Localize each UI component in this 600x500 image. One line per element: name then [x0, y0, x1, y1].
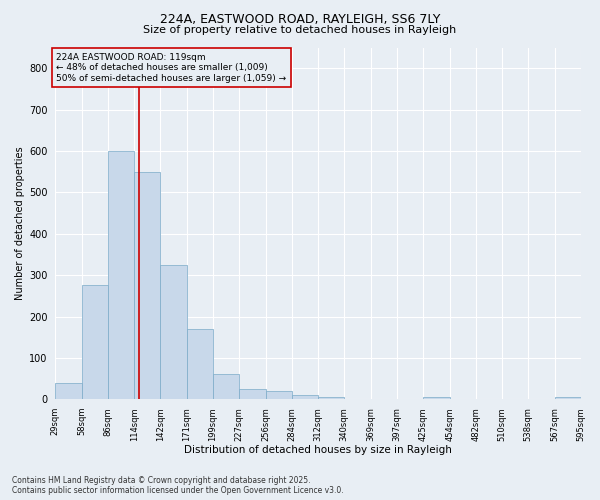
Bar [82, 286, 108, 400]
Y-axis label: Number of detached properties: Number of detached properties [15, 146, 25, 300]
Bar [187, 329, 213, 400]
Bar [266, 391, 292, 400]
Bar [108, 151, 134, 400]
Bar [292, 395, 318, 400]
Text: 224A, EASTWOOD ROAD, RAYLEIGH, SS6 7LY: 224A, EASTWOOD ROAD, RAYLEIGH, SS6 7LY [160, 12, 440, 26]
Text: 224A EASTWOOD ROAD: 119sqm
← 48% of detached houses are smaller (1,009)
50% of s: 224A EASTWOOD ROAD: 119sqm ← 48% of deta… [56, 53, 286, 82]
Bar [213, 374, 239, 400]
Bar [423, 397, 449, 400]
Bar [160, 265, 187, 400]
Text: Contains HM Land Registry data © Crown copyright and database right 2025.
Contai: Contains HM Land Registry data © Crown c… [12, 476, 344, 495]
Bar [55, 383, 82, 400]
X-axis label: Distribution of detached houses by size in Rayleigh: Distribution of detached houses by size … [184, 445, 452, 455]
Bar [134, 172, 160, 400]
Bar [318, 397, 344, 400]
Text: Size of property relative to detached houses in Rayleigh: Size of property relative to detached ho… [143, 25, 457, 35]
Bar [239, 389, 266, 400]
Bar [554, 397, 581, 400]
